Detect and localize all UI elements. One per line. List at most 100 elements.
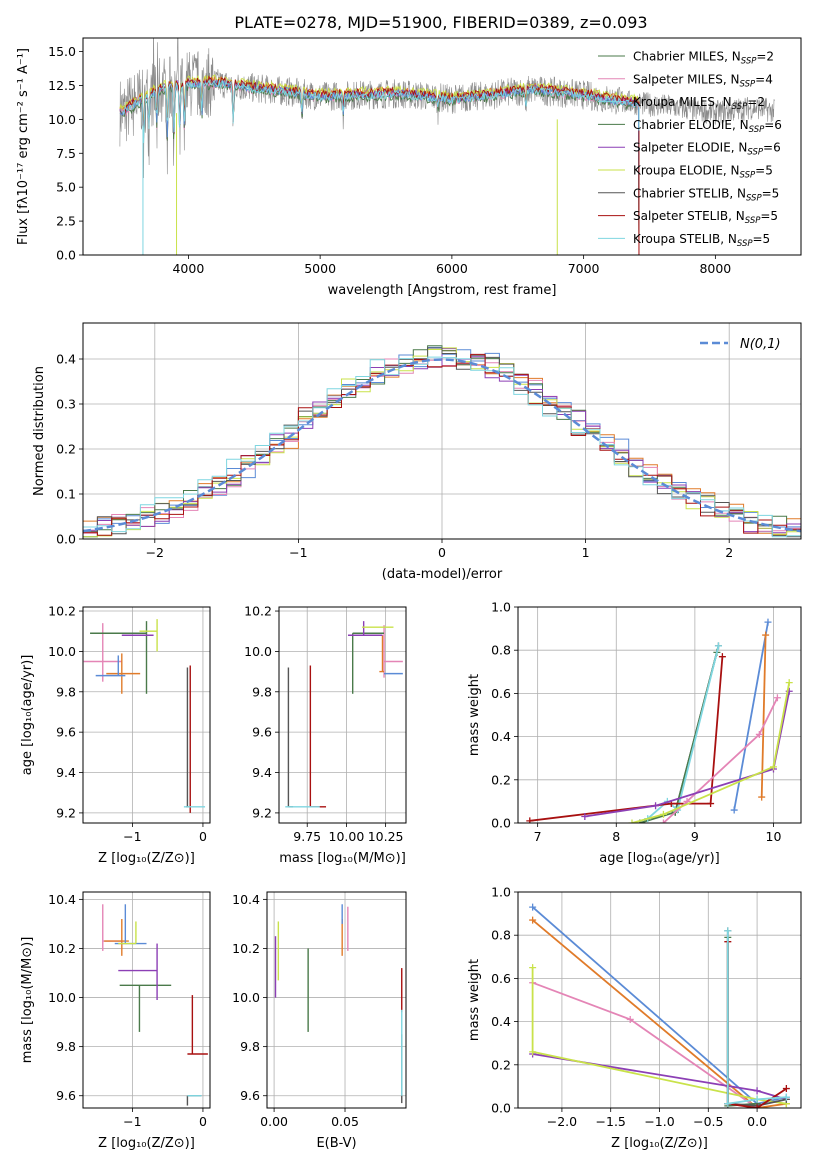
x-tick-label: 1 <box>582 545 590 560</box>
y-tick-label: 9.6 <box>252 725 272 740</box>
y-tick-label: 10.2 <box>232 941 260 956</box>
errorbar-series <box>274 904 403 1104</box>
plus-marker <box>755 730 763 738</box>
axes-frame <box>82 606 211 824</box>
y-tick-label: 10.0 <box>244 644 272 659</box>
model-spectrum-line <box>119 80 640 255</box>
plus-marker <box>659 810 667 818</box>
y-tick-label: 9.6 <box>240 1088 260 1103</box>
legend-entry: Salpeter ELODIE, NSSP=6 <box>633 141 781 158</box>
errorbar-point <box>379 635 385 673</box>
plus-marker <box>626 1015 634 1023</box>
plus-marker <box>529 916 537 924</box>
plot-3: 9.75 10.00 10.25 9.2 9.4 9.6 9.8 10.0 10.2 mass [… <box>244 604 407 866</box>
y-tick-label: 0.0 <box>56 248 76 263</box>
x-tick-label: −1 <box>123 1114 141 1129</box>
histogram-cyan <box>83 356 801 538</box>
plot-0: 4000 5000 6000 7000 8000 0.0 2.5 5.0 7.5 10.0 12.5… <box>16 37 802 298</box>
normal-curve <box>83 358 801 533</box>
y-tick-label: 0.4 <box>491 1014 511 1029</box>
plus-marker <box>762 631 770 639</box>
y-tick-label: 1.0 <box>491 600 511 615</box>
legend-entry: Chabrier ELODIE, NSSP=6 <box>633 118 782 135</box>
plus-marker <box>724 1100 732 1108</box>
x-axis-label: age [log₁₀(age/yr)] <box>599 851 720 866</box>
errorbar-point <box>118 921 137 945</box>
y-axis-label: mass weight <box>467 959 482 1041</box>
legend-entry: Salpeter MILES, NSSP=4 <box>633 72 773 89</box>
plus-marker <box>753 1095 761 1103</box>
x-tick-label: 0 <box>438 545 446 560</box>
y-tick-label: 9.2 <box>252 805 272 820</box>
legend-entry: Kroupa ELODIE, NSSP=5 <box>633 164 773 181</box>
series-line <box>531 967 787 1105</box>
x-tick-label: 4000 <box>172 261 204 276</box>
y-tick-label: 0.2 <box>491 1057 511 1072</box>
y-axis-label: Normed distribution <box>32 366 47 496</box>
plot-2: −1 0 9.2 9.4 9.6 9.8 10.0 10.2 Z [log₁₀(Z/Z⊙)] ag… <box>20 604 211 866</box>
x-tick-label: 8000 <box>699 261 731 276</box>
series-line <box>760 635 767 798</box>
legend: Chabrier MILES, NSSP=2 Salpeter MILES, NS… <box>598 50 782 249</box>
errorbar-point <box>139 619 158 652</box>
y-tick-label: 0.8 <box>491 928 511 943</box>
y-tick-label: 0.6 <box>491 686 511 701</box>
errorbar-point <box>347 621 383 636</box>
x-tick-label: 8 <box>612 829 620 844</box>
x-tick-label: 9 <box>691 829 699 844</box>
series-line <box>532 919 787 1108</box>
y-tick-label: 9.4 <box>56 765 76 780</box>
errorbar-point <box>187 995 208 1055</box>
x-tick-label: 7 <box>534 829 542 844</box>
series-line <box>726 930 787 1105</box>
data-spectrum-line <box>119 38 775 179</box>
y-tick-label: 1.0 <box>491 885 511 900</box>
plus-marker <box>782 1085 790 1093</box>
axes-frame <box>517 606 802 824</box>
x-tick-label: 2 <box>725 545 733 560</box>
plot-4: 7 8 9 10 0.0 0.2 0.4 0.6 0.8 1.0 age [log₁₀(age/yr… <box>467 600 802 866</box>
y-tick-label: 10.0 <box>232 990 260 1005</box>
y-tick-label: 10.4 <box>232 892 260 907</box>
legend-entry: Chabrier STELIB, NSSP=5 <box>633 186 779 203</box>
figure-title: PLATE=0278, MJD=51900, FIBERID=0389, z=0… <box>234 13 647 32</box>
x-tick-label: −2 <box>146 545 164 560</box>
plus-marker <box>581 813 589 821</box>
x-tick-label: 0.00 <box>260 1114 288 1129</box>
x-axis-label: Z [log₁₀(Z/Z⊙)] <box>611 1136 708 1151</box>
y-tick-label: 0.0 <box>56 532 76 547</box>
y-tick-label: 10.0 <box>48 112 76 127</box>
y-tick-label: 2.5 <box>56 214 76 229</box>
plus-marker <box>782 1093 790 1101</box>
plus-marker <box>753 1087 761 1095</box>
series-line <box>662 697 779 823</box>
plus-marker <box>785 679 793 687</box>
histogram-darkred <box>83 353 801 536</box>
y-tick-label: 0.6 <box>491 971 511 986</box>
y-tick-label: 0.4 <box>491 729 511 744</box>
plus-marker <box>769 763 777 771</box>
plus-marker <box>773 694 781 702</box>
x-tick-label: 0.05 <box>331 1114 359 1129</box>
x-tick-label: −2.0 <box>547 1114 577 1129</box>
plus-marker <box>714 642 722 650</box>
errorbar-point <box>119 984 172 1032</box>
errorbar-point <box>309 665 327 808</box>
x-axis-label: wavelength [Angstrom, rest frame] <box>328 283 557 298</box>
y-tick-label: 9.2 <box>56 805 76 820</box>
legend-entry: Kroupa MILES, NSSP=2 <box>633 95 765 112</box>
y-tick-label: 10.0 <box>48 644 76 659</box>
plus-marker <box>529 1048 537 1056</box>
y-tick-label: 0.2 <box>491 772 511 787</box>
plot-1: −2 −1 0 1 2 0.0 0.1 0.2 0.3 0.4 (data-model)/error… <box>32 322 802 582</box>
x-tick-label: −1 <box>289 545 307 560</box>
plus-marker <box>526 817 534 823</box>
x-tick-label: −0.5 <box>693 1114 723 1129</box>
y-axis-label: mass [log₁₀(M/M⊙)] <box>20 937 35 1064</box>
y-tick-label: 9.8 <box>252 684 272 699</box>
plus-marker <box>718 653 726 661</box>
plus-marker <box>758 793 766 801</box>
plus-marker <box>753 1104 761 1108</box>
line-series <box>526 618 793 823</box>
series-line <box>584 691 791 818</box>
